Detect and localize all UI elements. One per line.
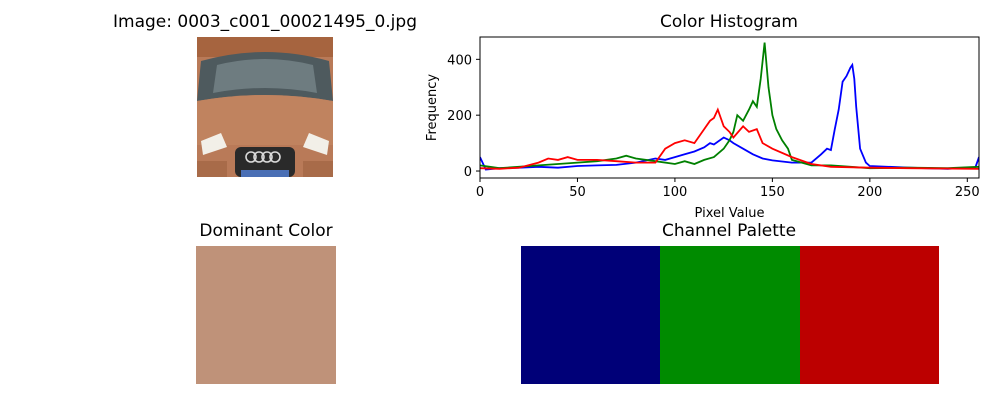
image-title: Image: 0003_c001_00021495_0.jpg — [113, 12, 417, 32]
dominant-color-title: Dominant Color — [199, 221, 333, 241]
channel-palette-title: Channel Palette — [661, 221, 797, 241]
histogram-series-line — [480, 42, 979, 170]
y-axis-label: Frequency — [425, 74, 440, 141]
histogram-title: Color Histogram — [660, 12, 798, 32]
car-photo — [197, 37, 333, 177]
y-tick-label: 0 — [464, 165, 472, 180]
histogram-series-line — [480, 107, 979, 170]
x-tick-label: 100 — [663, 185, 688, 200]
x-tick-label: 150 — [760, 185, 785, 200]
x-tick-label: 0 — [476, 185, 484, 200]
palette-swatch — [521, 246, 661, 384]
channel-palette — [521, 246, 939, 384]
x-tick-label: 50 — [569, 185, 586, 200]
y-tick-label: 400 — [447, 53, 472, 68]
y-tick-label: 200 — [447, 109, 472, 124]
dominant-color-swatch — [196, 246, 336, 384]
palette-swatch — [660, 246, 800, 384]
x-tick-label: 250 — [955, 185, 980, 200]
histogram-series-line — [480, 62, 979, 171]
x-axis-label: Pixel Value — [695, 206, 765, 221]
x-tick-label: 200 — [857, 185, 882, 200]
plot-frame — [479, 36, 980, 179]
palette-swatch — [799, 246, 939, 384]
